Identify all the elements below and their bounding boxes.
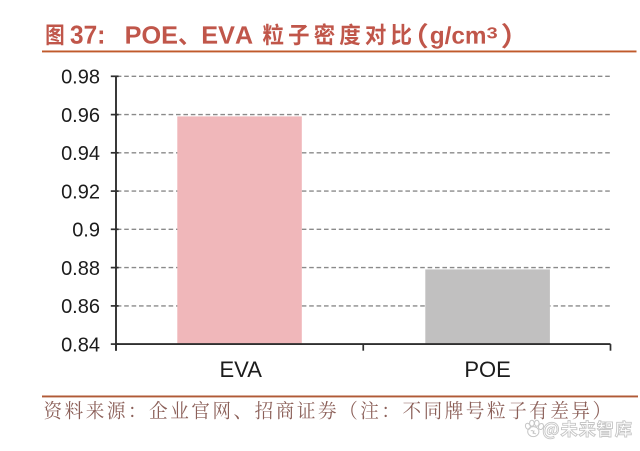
- svg-text:0.84: 0.84: [61, 334, 100, 356]
- svg-text:POE: POE: [464, 357, 510, 382]
- svg-text:EVA: EVA: [220, 357, 263, 382]
- svg-text:0.92: 0.92: [61, 181, 100, 203]
- svg-text:0.94: 0.94: [61, 143, 100, 165]
- svg-text:0.96: 0.96: [61, 105, 100, 127]
- svg-text:0.9: 0.9: [72, 220, 100, 242]
- svg-text:0.86: 0.86: [61, 296, 100, 318]
- svg-text:0.98: 0.98: [61, 67, 100, 89]
- svg-text:0.88: 0.88: [61, 258, 100, 280]
